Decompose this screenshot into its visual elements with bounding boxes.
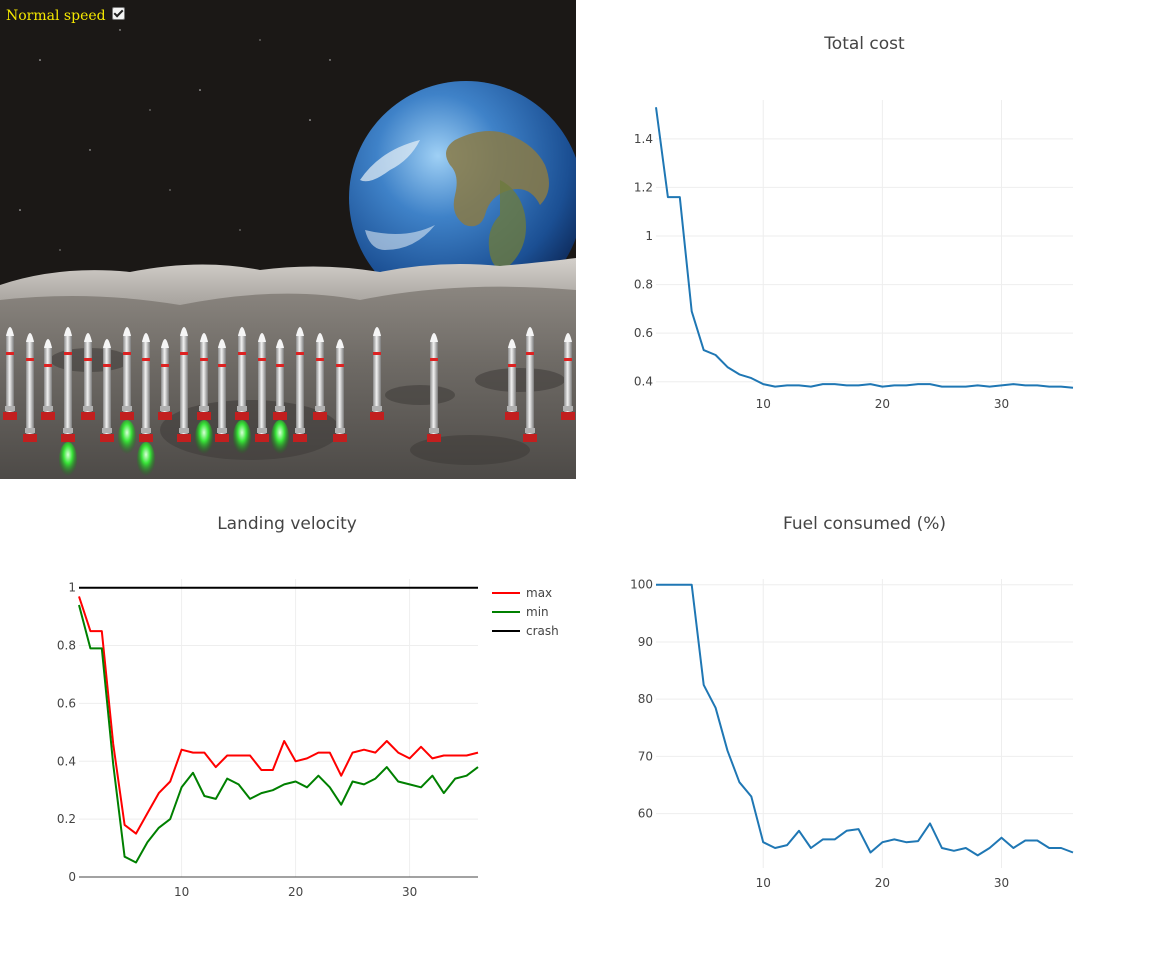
rocket-icon — [195, 333, 213, 456]
rocket-icon — [505, 339, 519, 420]
stars — [19, 29, 331, 251]
rocket-icon — [81, 333, 95, 420]
y-tick-label: 100 — [630, 578, 653, 592]
x-tick-label: 20 — [288, 885, 303, 899]
y-tick-label: 0.6 — [634, 326, 653, 340]
rocket-icon — [59, 327, 77, 478]
moon-landscape — [0, 0, 576, 479]
rocket-icon — [233, 327, 251, 456]
y-tick-label: 1.2 — [634, 180, 653, 194]
rocket-icon — [427, 333, 441, 442]
legend-label: crash — [526, 624, 559, 638]
rocket-icon — [523, 327, 537, 442]
chart-title: Total cost — [823, 34, 905, 54]
rocket-icon — [333, 339, 347, 442]
x-tick-label: 10 — [174, 885, 189, 899]
y-tick-label: 0.2 — [57, 812, 76, 826]
y-tick-label: 0.8 — [634, 278, 653, 292]
thrust-flame — [59, 442, 77, 478]
speed-control[interactable]: Normal speed — [6, 6, 125, 24]
rocket-icon — [23, 333, 37, 442]
chart-title: Landing velocity — [217, 514, 357, 534]
rocket-group — [3, 327, 575, 478]
thrust-flame — [271, 420, 289, 456]
y-tick-label: 1 — [645, 229, 653, 243]
thrust-flame — [118, 420, 136, 456]
rocket-icon — [255, 333, 269, 442]
grid — [656, 100, 1073, 389]
rocket-icon — [137, 333, 155, 478]
x-tick-label: 30 — [994, 397, 1009, 411]
rocket-icon — [177, 327, 191, 442]
x-tick-label: 30 — [402, 885, 417, 899]
speed-checkbox[interactable] — [111, 6, 125, 20]
total-cost-chart: Total cost 10 20 30 0.4 0.6 0.8 1 1.2 1.4 — [634, 34, 1074, 411]
y-tick-label: 80 — [638, 692, 653, 706]
x-tick-label: 20 — [875, 397, 890, 411]
y-tick-label: 60 — [638, 807, 653, 821]
landing-velocity-chart: Landing velocity 10 20 30 0 0.2 0.4 0.6 0.8 1 max… — [57, 514, 559, 899]
legend-label: min — [526, 605, 549, 619]
series-line — [655, 107, 1074, 389]
thrust-flame — [195, 420, 213, 456]
earth-icon — [349, 81, 576, 315]
rocket-icon — [293, 327, 307, 442]
rocket-icon — [41, 339, 55, 420]
x-tick-label: 10 — [756, 876, 771, 890]
min-series-line — [78, 604, 479, 864]
x-tick-label: 10 — [756, 397, 771, 411]
rocket-icon — [215, 339, 229, 442]
rocket-icon — [118, 327, 136, 456]
rocket-icon — [313, 333, 327, 420]
y-tick-label: 70 — [638, 749, 653, 763]
rocket-icon — [100, 339, 114, 442]
x-tick-label: 30 — [994, 876, 1009, 890]
legend-label: max — [526, 586, 552, 600]
rocket-icon — [158, 339, 172, 420]
fuel-consumed-chart: Fuel consumed (%) 10 20 30 60 70 80 90 100 — [630, 514, 1074, 890]
legend: max min crash — [492, 586, 559, 638]
thrust-flame — [137, 442, 155, 478]
rocket-icon — [3, 327, 17, 420]
max-series-line — [78, 596, 479, 835]
y-tick-label: 0.4 — [57, 754, 76, 768]
y-tick-label: 90 — [638, 635, 653, 649]
y-tick-label: 0.6 — [57, 696, 76, 710]
x-tick-label: 20 — [875, 876, 890, 890]
y-tick-label: 0.4 — [634, 375, 653, 389]
y-tick-label: 1 — [68, 581, 76, 595]
chart-title: Fuel consumed (%) — [783, 514, 946, 534]
speed-label: Normal speed — [6, 8, 106, 24]
simulation-scene: Normal speed — [0, 0, 576, 479]
grid — [79, 579, 478, 878]
grid — [656, 579, 1073, 868]
rocket-icon — [561, 333, 575, 420]
thrust-flame — [233, 420, 251, 456]
y-tick-label: 0 — [68, 870, 76, 884]
rocket-icon — [271, 339, 289, 456]
rocket-icon — [370, 327, 384, 420]
y-tick-label: 1.4 — [634, 132, 653, 146]
y-tick-label: 0.8 — [57, 639, 76, 653]
series-line — [656, 583, 1074, 857]
